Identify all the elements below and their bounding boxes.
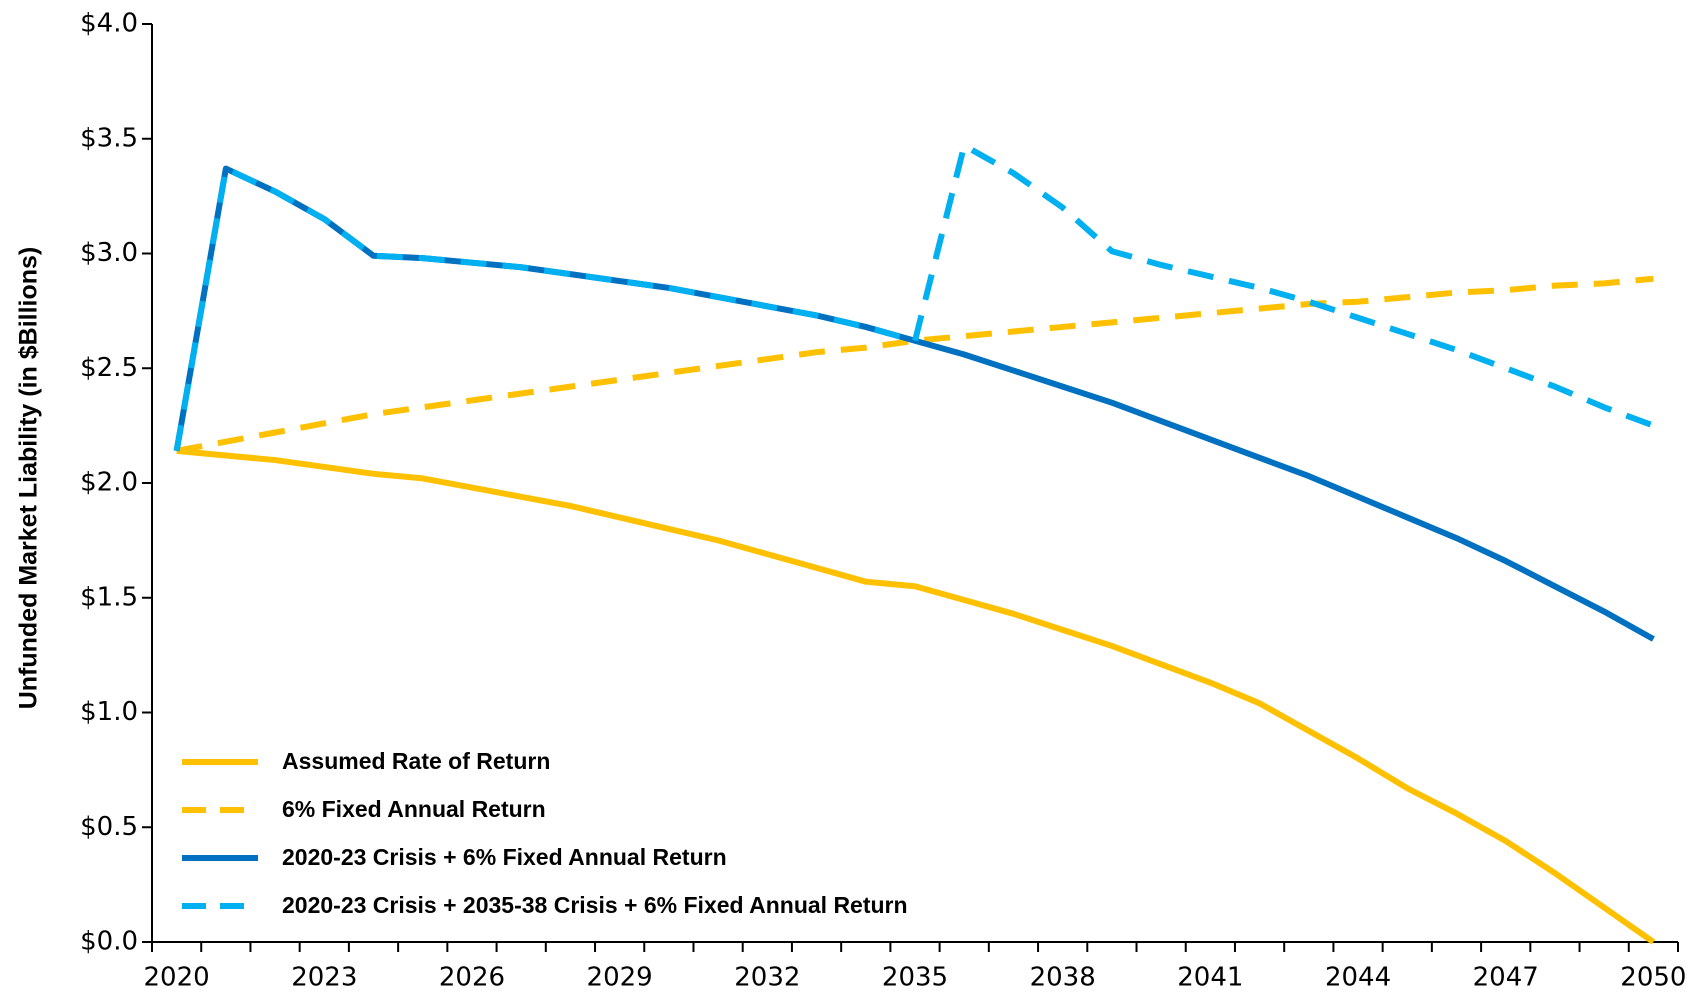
x-tick-label: 2041 — [1177, 963, 1243, 993]
y-tick-label: $0.5 — [80, 812, 138, 842]
x-tick-label: 2029 — [587, 963, 653, 993]
y-axis-title: Unfunded Market Liability (in $Billions) — [15, 247, 43, 710]
legend-label: 6% Fixed Annual Return — [282, 796, 546, 822]
x-tick-label: 2047 — [1473, 963, 1539, 993]
x-tick-label: 2032 — [734, 963, 800, 993]
series-line — [176, 275, 1654, 454]
y-tick-label: $4.0 — [80, 9, 138, 39]
series-line — [176, 447, 1656, 945]
y-tick-label: $1.5 — [80, 582, 138, 612]
legend-label: 2020-23 Crisis + 6% Fixed Annual Return — [282, 844, 727, 870]
y-tick-label: $2.0 — [80, 468, 138, 498]
y-tick-label: $3.0 — [80, 238, 138, 268]
legend-label: Assumed Rate of Return — [282, 748, 550, 774]
legend-label: 2020-23 Crisis + 2035-38 Crisis + 6% Fix… — [282, 892, 908, 918]
y-tick-label: $2.5 — [80, 353, 138, 383]
x-tick-label: 2020 — [144, 963, 210, 993]
x-tick-label: 2050 — [1620, 963, 1686, 993]
series-line — [173, 142, 1655, 452]
x-tick-label: 2038 — [1030, 963, 1096, 993]
x-tick-label: 2026 — [439, 963, 505, 993]
y-tick-label: $0.0 — [80, 927, 138, 957]
x-tick-label: 2044 — [1325, 963, 1391, 993]
x-tick-label: 2023 — [291, 963, 357, 993]
y-tick-label: $3.5 — [80, 123, 138, 153]
x-tick-label: 2035 — [882, 963, 948, 993]
y-tick-label: $1.0 — [80, 697, 138, 727]
series-line — [173, 165, 1655, 642]
